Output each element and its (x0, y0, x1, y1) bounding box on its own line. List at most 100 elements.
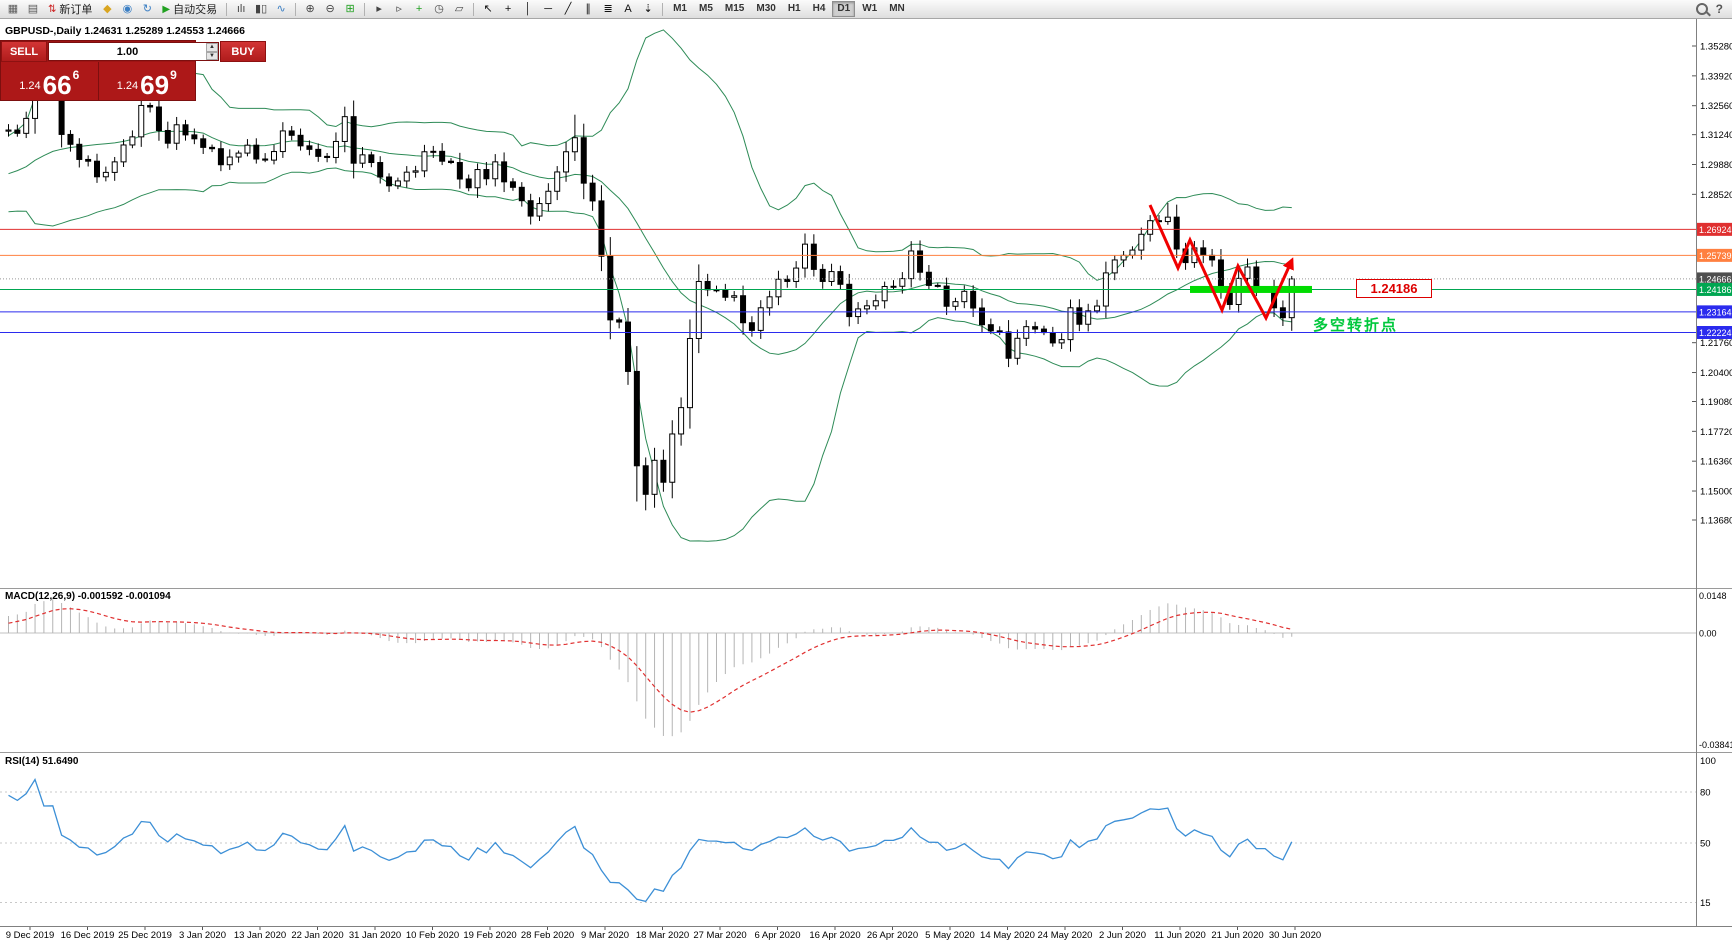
vertical-line-icon[interactable]: │ (524, 2, 532, 15)
date-tick-label: 10 Feb 2020 (406, 930, 459, 941)
autotrading-button[interactable]: ▶ 自动交易 (157, 1, 222, 17)
zoom-out-icon[interactable]: ⊖ (325, 2, 335, 15)
timeframe-m5-button[interactable]: M5 (699, 3, 713, 14)
date-tick-label: 2 Jun 2020 (1099, 930, 1146, 941)
macd-tick-label: -0.038415 (1699, 740, 1732, 750)
timeframe-m1-button[interactable]: M1 (673, 3, 687, 14)
bollinger-upper-band (8, 29, 1292, 281)
toolbar: ▦ ▤ ⇅ 新订单 ◆ ◉ ↻ ▶ 自动交易 ılı ▮▯ ∿ ⊕ ⊖ ⊞ ▸ ▹ + ◷ ▱ ↖ + │ ─ ╱ ∥ ≣ A ⇣ M1 M… (0, 0, 1732, 19)
date-tick-label: 14 May 2020 (980, 930, 1035, 941)
timeframe-h4-button[interactable]: H4 (812, 3, 826, 14)
turning-point-label[interactable]: 多空转折点 (1313, 317, 1399, 334)
volume-spinners: ▲ ▼ (206, 43, 218, 60)
refresh-icon[interactable]: ↻ (142, 2, 152, 15)
date-tick-label: 9 Mar 2020 (581, 930, 629, 941)
line-chart-icon[interactable]: ∿ (276, 2, 286, 15)
new-order-button[interactable]: ⇅ 新订单 (43, 1, 97, 17)
price-tick-label: 1.13680 (1700, 515, 1732, 526)
volume-box: ▲ ▼ (48, 42, 219, 61)
bid-price-big: 66 (42, 69, 72, 100)
buy-button[interactable]: BUY (220, 41, 266, 62)
toolbar-separator (226, 2, 228, 16)
date-tick-label: 9 Dec 2019 (6, 930, 55, 941)
date-tick-label: 5 May 2020 (925, 930, 975, 941)
one-click-trading-panel: SELL ▲ ▼ BUY 1.24 66 6 1.24 69 9 (0, 40, 266, 101)
date-tick-label: 16 Apr 2020 (809, 930, 860, 941)
horizontal-line-icon[interactable]: ─ (544, 2, 552, 15)
timeframe-m30-button[interactable]: M30 (756, 3, 776, 14)
chart-shift-icon[interactable]: ▹ (396, 2, 402, 15)
auto-scroll-icon[interactable]: ▸ (376, 2, 382, 15)
zoom-in-icon[interactable]: ⊕ (305, 2, 315, 15)
ask-price[interactable]: 1.24 69 9 (99, 62, 196, 100)
price-tick-label: 1.17720 (1700, 427, 1732, 438)
date-tick-label: 27 Mar 2020 (693, 930, 746, 941)
toolbar-separator (662, 2, 664, 16)
macd-label: MACD(12,26,9) -0.001592 -0.001094 (5, 591, 171, 602)
bollinger-bands (8, 29, 1292, 542)
sell-button[interactable]: SELL (1, 41, 47, 62)
macd-signal-line (8, 608, 1292, 713)
macd-tick-label: 0.0148 (1699, 591, 1727, 601)
toolbar-separator (473, 2, 475, 16)
date-tick-label: 6 Apr 2020 (755, 930, 801, 941)
cursor-icon[interactable]: ↖ (483, 2, 493, 15)
price-scale: 1.35280 1.33920 1.32560 1.31240 1.29880 1.285… (1692, 42, 1732, 526)
price-tick-label: 1.32560 (1700, 101, 1732, 112)
periods-icon[interactable]: ◷ (434, 2, 444, 15)
price-level-box: 1.24186 (1699, 285, 1732, 295)
date-tick-label: 18 Mar 2020 (636, 930, 689, 941)
candles-series (5, 48, 1295, 511)
macd-scale: 0.0148 0.00 -0.038415 (1699, 591, 1732, 750)
tile-windows-icon[interactable]: ⊞ (345, 2, 355, 15)
date-tick-label: 19 Feb 2020 (463, 930, 516, 941)
bid-price[interactable]: 1.24 66 6 (1, 62, 99, 100)
text-icon[interactable]: A (624, 2, 632, 15)
templates-icon[interactable]: ▱ (454, 2, 464, 15)
timeframe-w1-button[interactable]: W1 (862, 3, 878, 14)
date-tick-label: 3 Jan 2020 (179, 930, 226, 941)
price-level-box: 1.23164 (1699, 307, 1732, 317)
rsi-panel (0, 791, 1696, 903)
date-tick-label: 25 Dec 2019 (118, 930, 172, 941)
channel-icon[interactable]: ∥ (585, 2, 591, 15)
trendline-icon[interactable]: ╱ (564, 2, 572, 15)
help-icon[interactable]: ? (1715, 2, 1723, 16)
timeframe-h1-button[interactable]: H1 (787, 3, 801, 14)
metaeditor-icon[interactable]: ◆ (103, 2, 112, 15)
zigzag-annotation[interactable] (1148, 204, 1294, 322)
date-tick-label: 13 Jan 2020 (234, 930, 286, 941)
price-tick-label: 1.33920 (1700, 71, 1732, 82)
arrows-icon[interactable]: ⇣ (643, 2, 653, 15)
date-tick-label: 16 Dec 2019 (61, 930, 115, 941)
date-tick-label: 30 Jun 2020 (1269, 930, 1321, 941)
chart-title: GBPUSD-,Daily 1.24631 1.25289 1.24553 1.… (5, 25, 245, 37)
volume-down-button[interactable]: ▼ (206, 51, 218, 60)
time-scale: 9 Dec 2019 16 Dec 2019 25 Dec 2019 3 Jan 20… (6, 927, 1321, 941)
timeframe-m15-button[interactable]: M15 (724, 3, 745, 14)
volume-up-button[interactable]: ▲ (206, 43, 218, 52)
date-tick-label: 26 Apr 2020 (867, 930, 918, 941)
timeframe-mn-button[interactable]: MN (889, 3, 905, 14)
ask-price-int: 1.24 (116, 80, 139, 92)
autotrading-button-label: 自动交易 (173, 4, 218, 16)
price-callout[interactable]: 1.24186 (1356, 279, 1432, 298)
terminal-icon[interactable]: ▦ (7, 2, 19, 15)
bid-price-pip: 6 (72, 68, 80, 82)
indicators-icon[interactable]: + (415, 2, 423, 15)
macd-histogram (8, 599, 1293, 737)
date-tick-label: 24 May 2020 (1038, 930, 1093, 941)
community-icon[interactable]: ◉ (122, 2, 133, 15)
timeframe-d1-button[interactable]: D1 (832, 1, 856, 17)
price-tick-label: 1.15000 (1700, 487, 1732, 498)
macd-tick-label: 0.00 (1699, 629, 1717, 639)
candlestick-chart-icon[interactable]: ▮▯ (255, 2, 268, 15)
fibonacci-icon[interactable]: ≣ (603, 2, 613, 15)
volume-input[interactable] (49, 43, 206, 60)
search-icon[interactable] (1695, 3, 1708, 15)
crosshair-icon[interactable]: + (504, 2, 512, 15)
bollinger-lower-band (8, 167, 1292, 542)
bar-chart-icon[interactable]: ılı (236, 2, 246, 15)
market-watch-icon[interactable]: ▤ (27, 2, 39, 15)
